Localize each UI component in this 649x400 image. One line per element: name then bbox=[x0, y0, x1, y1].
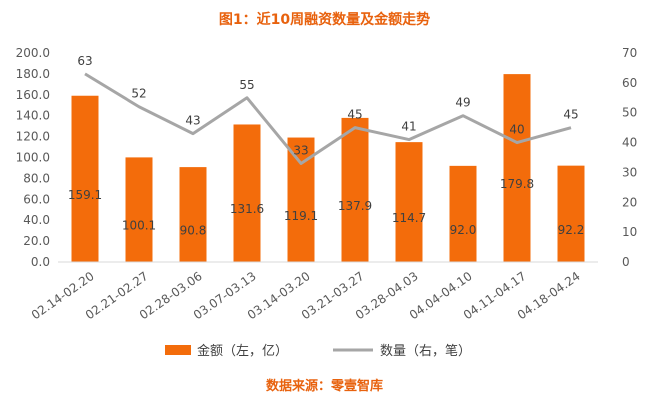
line-value-label: 33 bbox=[293, 143, 308, 157]
bar bbox=[233, 124, 261, 262]
line-value-label: 45 bbox=[563, 108, 578, 122]
bar bbox=[125, 157, 153, 262]
bar-value-label: 92.0 bbox=[450, 223, 477, 237]
bar bbox=[395, 142, 423, 262]
bar-value-label: 90.8 bbox=[180, 224, 207, 238]
bar bbox=[179, 167, 207, 262]
left-tick-label: 20.0 bbox=[23, 234, 50, 248]
left-tick-label: 100.0 bbox=[16, 151, 50, 165]
legend: 金额（左，亿） 数量（右，笔） bbox=[165, 343, 471, 359]
left-tick-label: 120.0 bbox=[16, 130, 50, 144]
bar-value-label: 159.1 bbox=[68, 188, 102, 202]
bar-value-label: 100.1 bbox=[122, 219, 156, 233]
bar bbox=[341, 117, 369, 262]
line-value-label: 63 bbox=[77, 54, 92, 68]
line-value-label: 43 bbox=[185, 114, 200, 128]
bar-value-label: 92.2 bbox=[558, 223, 585, 237]
left-axis: 0.0 20.0 40.0 60.0 80.0 100.0 120.0 140.0 160.0 1… bbox=[16, 46, 50, 269]
bar-value-label: 179.8 bbox=[500, 177, 534, 191]
bar-value-label: 137.9 bbox=[338, 199, 372, 213]
left-tick-label: 40.0 bbox=[23, 213, 50, 227]
left-tick-label: 60.0 bbox=[23, 192, 50, 206]
right-tick-label: 30 bbox=[622, 165, 637, 179]
legend-swatch-amount bbox=[165, 345, 191, 355]
right-tick-label: 0 bbox=[622, 255, 630, 269]
right-tick-label: 60 bbox=[622, 76, 637, 90]
right-tick-label: 40 bbox=[622, 136, 637, 150]
right-tick-label: 50 bbox=[622, 106, 637, 120]
bar-value-label: 119.1 bbox=[284, 209, 318, 223]
bar bbox=[449, 165, 477, 262]
left-tick-label: 0.0 bbox=[31, 255, 50, 269]
right-tick-label: 70 bbox=[622, 46, 637, 60]
legend-label-count: 数量（右，笔） bbox=[380, 343, 471, 359]
bar bbox=[557, 165, 585, 262]
line-value-label: 41 bbox=[401, 120, 416, 134]
line-value-label: 45 bbox=[347, 108, 362, 122]
count-line bbox=[84, 72, 572, 165]
left-tick-label: 200.0 bbox=[16, 46, 50, 60]
chart-source: 数据来源：零壹智库 bbox=[265, 379, 383, 394]
line-value-label: 55 bbox=[239, 78, 254, 92]
bar bbox=[71, 95, 99, 262]
bar-group: 159.1 100.1 90.8 131.6 119.1 137.9 114.7 92.0 17… bbox=[58, 74, 598, 263]
left-tick-label: 160.0 bbox=[16, 88, 50, 102]
x-axis: 02.14-02.2002.21-02.2702.28-03.0603.07-0… bbox=[29, 269, 583, 322]
line-value-label: 52 bbox=[131, 87, 146, 101]
right-tick-label: 10 bbox=[622, 225, 637, 239]
line-value-label: 49 bbox=[455, 96, 470, 110]
left-tick-label: 180.0 bbox=[16, 67, 50, 81]
left-tick-label: 140.0 bbox=[16, 109, 50, 123]
bar-value-label: 131.6 bbox=[230, 202, 264, 216]
right-tick-label: 20 bbox=[622, 195, 637, 209]
chart-title: 图1：近10周融资数量及金额走势 bbox=[218, 12, 431, 28]
bar bbox=[503, 74, 531, 262]
bar-value-label: 114.7 bbox=[392, 211, 426, 225]
line-group: 63 52 43 55 33 45 41 49 40 45 bbox=[77, 54, 579, 165]
left-tick-label: 80.0 bbox=[23, 171, 50, 185]
legend-label-amount: 金额（左，亿） bbox=[197, 343, 288, 359]
right-axis: 0 10 20 30 40 50 60 70 bbox=[622, 46, 637, 269]
line-value-label: 40 bbox=[509, 123, 524, 137]
